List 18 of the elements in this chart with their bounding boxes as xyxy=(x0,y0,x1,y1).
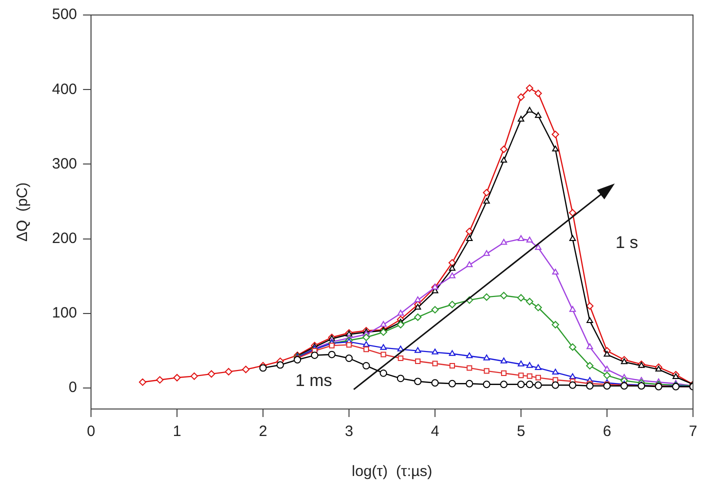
x-tick-label: 5 xyxy=(516,423,526,440)
y-tick-label: 300 xyxy=(52,155,78,172)
x-tick-label: 2 xyxy=(258,423,268,440)
y-axis-title: ΔQ (pC) xyxy=(14,182,32,242)
y-tick-label: 500 xyxy=(52,6,78,24)
y-tick-label: 100 xyxy=(52,304,78,322)
x-tick-label: 0 xyxy=(86,423,96,440)
annotation: 1 s xyxy=(615,233,638,252)
y-tick-label: 200 xyxy=(52,230,78,248)
x-tick-label: 6 xyxy=(602,423,612,440)
y-tick-label: 400 xyxy=(52,80,78,98)
annotation: 1 ms xyxy=(295,371,332,390)
y-tick-label: 0 xyxy=(68,379,78,396)
x-tick-label: 1 xyxy=(172,423,182,440)
x-tick-label: 4 xyxy=(430,423,440,440)
x-tick-label: 3 xyxy=(344,423,354,440)
x-axis-title: log(τ) (τ:µs) xyxy=(352,463,432,480)
x-tick-label: 7 xyxy=(688,423,698,440)
